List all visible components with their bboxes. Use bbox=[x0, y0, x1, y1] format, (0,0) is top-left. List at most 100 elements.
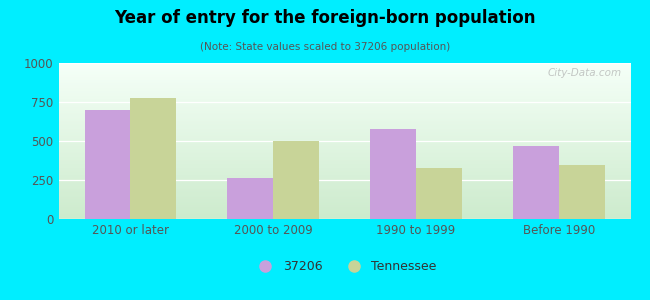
Bar bbox=[58, 216, 630, 218]
Bar bbox=[58, 166, 630, 167]
Bar bbox=[58, 196, 630, 197]
Bar bbox=[58, 142, 630, 144]
Bar bbox=[58, 83, 630, 85]
Bar bbox=[58, 200, 630, 202]
Bar bbox=[58, 94, 630, 96]
Text: City-Data.com: City-Data.com bbox=[548, 68, 622, 78]
Bar bbox=[58, 189, 630, 191]
Bar bbox=[58, 79, 630, 80]
Bar bbox=[58, 128, 630, 130]
Bar bbox=[58, 160, 630, 161]
Bar bbox=[58, 150, 630, 152]
Bar bbox=[58, 157, 630, 158]
Bar bbox=[58, 206, 630, 208]
Bar bbox=[273, 141, 318, 219]
Bar bbox=[58, 118, 630, 119]
Bar bbox=[58, 100, 630, 102]
Text: (Note: State values scaled to 37206 population): (Note: State values scaled to 37206 popu… bbox=[200, 42, 450, 52]
Bar bbox=[58, 188, 630, 189]
Bar bbox=[58, 202, 630, 203]
Bar bbox=[58, 105, 630, 107]
Bar bbox=[58, 193, 630, 194]
Bar bbox=[58, 66, 630, 68]
Bar bbox=[58, 63, 630, 64]
Bar bbox=[58, 102, 630, 104]
Bar bbox=[58, 124, 630, 125]
Bar bbox=[58, 86, 630, 88]
Bar bbox=[58, 140, 630, 141]
Text: Year of entry for the foreign-born population: Year of entry for the foreign-born popul… bbox=[114, 9, 536, 27]
Bar bbox=[58, 99, 630, 100]
Bar bbox=[58, 180, 630, 182]
Bar bbox=[58, 161, 630, 163]
Bar bbox=[58, 69, 630, 71]
Bar bbox=[58, 103, 630, 105]
Bar bbox=[58, 154, 630, 155]
Bar bbox=[58, 111, 630, 113]
Bar bbox=[58, 133, 630, 135]
Bar bbox=[58, 218, 630, 219]
Bar bbox=[58, 211, 630, 213]
Bar bbox=[559, 165, 604, 219]
Bar bbox=[513, 146, 559, 219]
Bar bbox=[58, 174, 630, 175]
Bar bbox=[58, 82, 630, 83]
Bar bbox=[58, 169, 630, 171]
Bar bbox=[58, 147, 630, 149]
Bar bbox=[58, 177, 630, 178]
Bar bbox=[58, 141, 630, 142]
Bar bbox=[58, 93, 630, 94]
Bar bbox=[58, 144, 630, 146]
Bar bbox=[58, 213, 630, 214]
Bar bbox=[58, 186, 630, 188]
Bar bbox=[130, 98, 176, 219]
Bar bbox=[58, 194, 630, 196]
Bar bbox=[58, 178, 630, 180]
Bar bbox=[58, 68, 630, 69]
Legend: 37206, Tennessee: 37206, Tennessee bbox=[248, 255, 441, 278]
Bar bbox=[370, 129, 416, 219]
Bar bbox=[58, 108, 630, 110]
Bar bbox=[416, 168, 462, 219]
Bar bbox=[58, 77, 630, 79]
Bar bbox=[58, 191, 630, 193]
Bar bbox=[58, 155, 630, 157]
Bar bbox=[58, 125, 630, 127]
Bar bbox=[58, 205, 630, 206]
Bar bbox=[58, 138, 630, 140]
Bar bbox=[84, 110, 130, 219]
Bar bbox=[58, 85, 630, 86]
Bar bbox=[58, 127, 630, 128]
Bar bbox=[58, 132, 630, 133]
Bar bbox=[58, 182, 630, 183]
Bar bbox=[58, 199, 630, 200]
Bar bbox=[58, 167, 630, 169]
Bar bbox=[58, 146, 630, 147]
Bar bbox=[58, 64, 630, 66]
Bar bbox=[58, 172, 630, 174]
Bar bbox=[58, 214, 630, 216]
Bar bbox=[58, 97, 630, 99]
Bar bbox=[58, 107, 630, 108]
Bar bbox=[58, 208, 630, 210]
Bar bbox=[58, 136, 630, 138]
Bar bbox=[58, 72, 630, 74]
Bar bbox=[58, 89, 630, 91]
Bar bbox=[58, 171, 630, 172]
Bar bbox=[58, 80, 630, 82]
Bar bbox=[58, 152, 630, 154]
Bar bbox=[58, 121, 630, 122]
Bar bbox=[58, 135, 630, 136]
Bar bbox=[58, 210, 630, 211]
Bar bbox=[58, 115, 630, 116]
Bar bbox=[58, 119, 630, 121]
Bar bbox=[58, 110, 630, 111]
Bar bbox=[58, 158, 630, 160]
Bar bbox=[58, 74, 630, 76]
Bar bbox=[58, 185, 630, 186]
Bar bbox=[58, 163, 630, 164]
Bar bbox=[58, 183, 630, 185]
Bar bbox=[58, 203, 630, 205]
Bar bbox=[58, 71, 630, 72]
Bar bbox=[58, 116, 630, 118]
